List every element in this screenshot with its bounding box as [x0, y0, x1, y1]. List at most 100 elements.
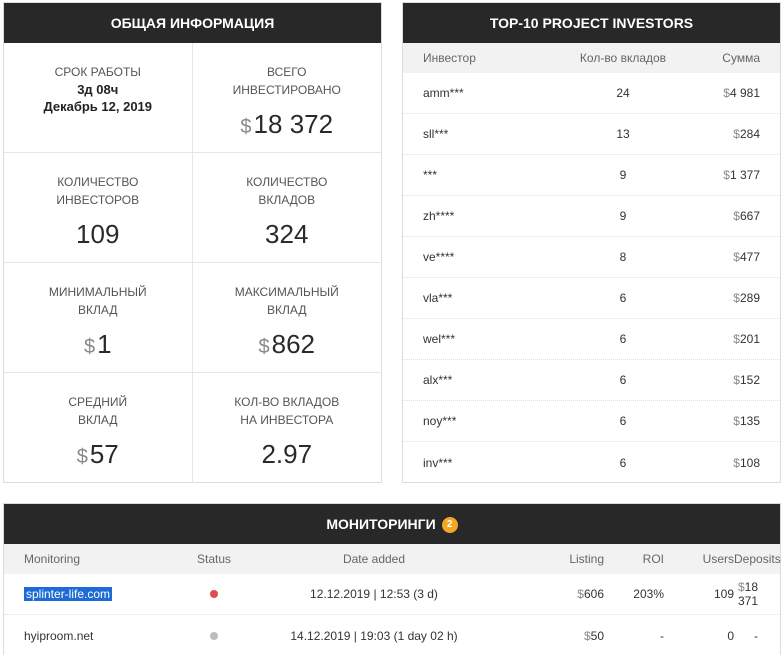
currency-symbol: $	[733, 414, 740, 428]
monitoring-site-link[interactable]: hyiproom.net	[24, 628, 94, 643]
min-deposit-cell: Минимальный вклад $1	[4, 263, 193, 373]
monitoring-title-text: Мониторинги	[326, 516, 436, 532]
monitoring-deposits: $18 371	[734, 580, 758, 608]
investor-sum: $477	[703, 250, 760, 264]
investor-sum-value: 108	[739, 455, 760, 470]
investor-row: vla*** 6 $289	[403, 278, 780, 319]
currency-symbol: $	[583, 628, 591, 643]
min-deposit-label-1: Минимальный	[48, 285, 147, 299]
investor-sum: $284	[703, 127, 760, 141]
monitoring-users: 0	[727, 628, 734, 643]
monitoring-roi: 203%	[633, 587, 664, 601]
status-dot-icon	[210, 590, 218, 598]
deposits-per-investor-value: 2.97	[261, 439, 313, 469]
general-info-panel: Общая информация Срок работы 3д 08ч Дека…	[3, 2, 382, 483]
avg-deposit-label-1: Средний	[68, 395, 128, 409]
avg-deposit-label-2: вклад	[78, 413, 118, 427]
monitoring-title: Мониторинги 2	[4, 504, 780, 544]
investor-name: wel***	[423, 332, 456, 346]
deposits-count-label-1: Количество	[246, 175, 328, 189]
total-invested-label-2: инвестировано	[232, 83, 341, 97]
runtime-cell: Срок работы 3д 08ч Декабрь 12, 2019	[4, 43, 193, 153]
currency-symbol: $	[733, 455, 740, 470]
max-deposit-label-2: вклад	[267, 303, 307, 317]
currency-symbol: $	[733, 332, 740, 346]
monitoring-listing-value: 50	[590, 628, 604, 643]
monitoring-listing: $50	[494, 629, 604, 643]
investor-deposit-count: 9	[619, 209, 627, 223]
investor-sum-value: 1 377	[729, 168, 760, 182]
investor-deposit-count: 6	[619, 332, 627, 346]
deposits-count-label-2: вкладов	[258, 193, 316, 207]
investor-row: ve**** 8 $477	[403, 237, 780, 278]
currency-symbol: $	[577, 587, 584, 601]
status-dot-icon	[210, 631, 218, 640]
investors-table-header: Инвестор Кол-во вкладов Сумма	[403, 43, 780, 73]
max-deposit-number: 862	[271, 329, 315, 359]
investor-name: alx***	[423, 373, 453, 387]
currency-symbol: $	[737, 580, 745, 594]
avg-deposit-value: $57	[77, 439, 119, 472]
listing-column-header: Listing	[569, 552, 604, 566]
investor-name: vla***	[423, 291, 453, 305]
runtime-label: Срок работы	[54, 65, 141, 79]
runtime-date: Декабрь 12, 2019	[43, 99, 153, 114]
currency-symbol: $	[240, 116, 252, 138]
investors-count-cell: Количество инвесторов 109	[4, 153, 193, 263]
currency-symbol: $	[723, 86, 730, 100]
monitoring-deposits: -	[734, 629, 758, 643]
investor-row: *** 9 $1 377	[403, 155, 780, 196]
status-column-header: Status	[196, 552, 232, 566]
min-deposit-label-2: вклад	[78, 303, 118, 317]
roi-column-header: ROI	[642, 552, 664, 566]
investor-sum-value: 284	[739, 127, 760, 141]
investor-name: sll***	[423, 127, 449, 141]
investor-sum: $152	[703, 373, 760, 387]
investor-row: sll*** 13 $284	[403, 114, 780, 155]
investors-count-label-1: Количество	[57, 175, 139, 189]
general-info-title: Общая информация	[4, 3, 381, 43]
avg-deposit-number: 57	[89, 439, 119, 469]
investor-row: wel*** 6 $201	[403, 319, 780, 360]
max-deposit-cell: Максимальный вклад $862	[192, 263, 381, 373]
investors-count-label-2: инвесторов	[56, 193, 140, 207]
investor-deposit-count: 6	[619, 291, 627, 305]
deposits-column-header: Deposits	[734, 552, 781, 566]
monitoring-users: 109	[713, 587, 734, 601]
top-investors-panel: TOP-10 PROJECT INVESTORS Инвестор Кол-во…	[402, 2, 781, 483]
investor-sum-value: 289	[739, 291, 760, 305]
investor-sum: $108	[703, 456, 760, 470]
monitoring-listing-value: 606	[583, 587, 604, 601]
users-column-header: Users	[702, 552, 734, 566]
sum-column-header: Сумма	[722, 51, 760, 65]
investor-row: inv*** 6 $108	[403, 442, 780, 483]
monitoring-row: splinter-life.com 12.12.2019 | 12:53 (3 d…	[4, 574, 780, 615]
investor-deposit-count: 8	[619, 250, 627, 264]
runtime-value: 3д 08ч	[77, 82, 119, 97]
investor-sum: $201	[703, 332, 760, 346]
max-deposit-label-1: Максимальный	[234, 285, 339, 299]
min-deposit-value: $1	[84, 329, 112, 362]
investor-name: ve****	[423, 250, 455, 264]
investor-row: alx*** 6 $152	[403, 360, 780, 401]
deposits-count-value: 324	[265, 219, 309, 249]
investor-row: amm*** 24 $4 981	[403, 73, 780, 114]
investor-sum: $667	[703, 209, 760, 223]
investor-deposit-count: 6	[619, 373, 627, 387]
investor-name: ***	[423, 168, 438, 182]
monitoring-site-link[interactable]: splinter-life.com	[24, 587, 113, 601]
investor-sum-value: 667	[739, 209, 760, 223]
investor-name: inv***	[423, 455, 453, 470]
investor-name: noy***	[423, 414, 457, 428]
investors-count-value: 109	[76, 219, 120, 249]
date-added-column-header: Date added	[342, 552, 406, 566]
monitoring-count-badge: 2	[441, 517, 458, 534]
investor-sum-value: 4 981	[729, 86, 760, 100]
investor-sum-value: 135	[739, 414, 760, 428]
monitoring-listing: $606	[494, 587, 604, 601]
total-invested-value: $18 372	[240, 109, 333, 142]
monitoring-deposits-value: -	[754, 628, 758, 643]
investors-table-body: amm*** 24 $4 981 sll*** 13 $284 *** 9 $1 377 zh**…	[403, 73, 780, 483]
general-info-grid: Срок работы 3д 08ч Декабрь 12, 2019 Всег…	[4, 43, 381, 483]
monitoring-column-header: Monitoring	[24, 552, 81, 566]
